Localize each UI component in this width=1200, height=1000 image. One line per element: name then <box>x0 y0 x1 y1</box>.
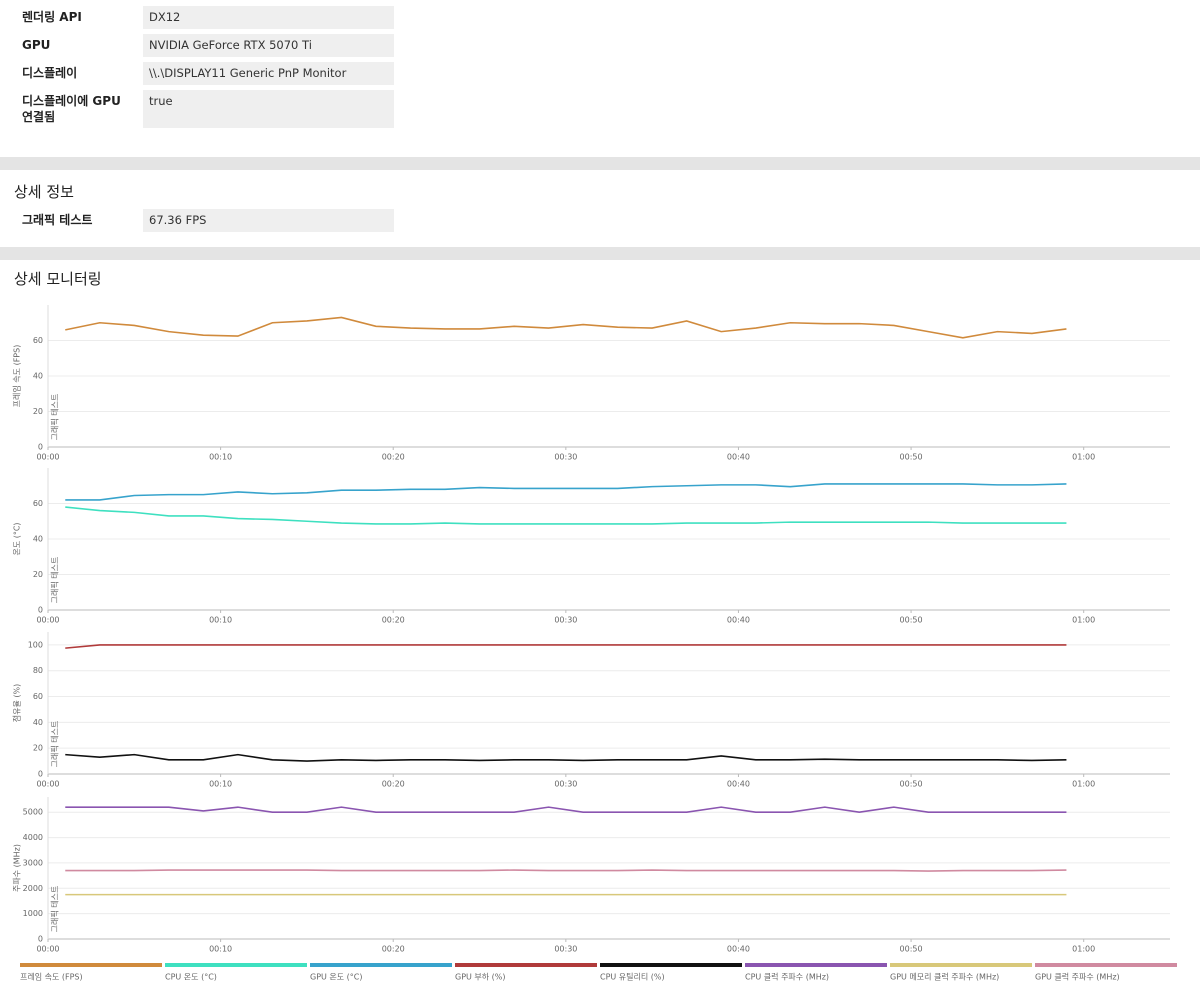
x-tick-label: 00:50 <box>900 780 923 789</box>
legend-label: GPU 부하 (%) <box>455 972 506 982</box>
series-line <box>65 753 1067 762</box>
y-tick-label: 4000 <box>23 833 43 842</box>
detail-label: 그래픽 테스트 <box>22 213 93 227</box>
x-tick-label: 00:20 <box>382 616 405 625</box>
legend-label: CPU 유틸리티 (%) <box>600 972 665 982</box>
x-tick-label: 00:00 <box>36 945 59 954</box>
y-axis-label: 주파수 (MHz) <box>13 844 22 892</box>
x-tick-label: 00:50 <box>900 945 923 954</box>
monitoring-charts: 0 20 40 60 00:00 00:10 00:20 00:30 00:40 00:50 01:… <box>12 305 1177 982</box>
series-line <box>65 483 1067 501</box>
section-title: 상세 정보 <box>14 183 74 201</box>
legend-label: CPU 클럭 주파수 (MHz) <box>745 972 829 982</box>
x-tick-label: 01:00 <box>1072 453 1095 462</box>
info-value: \\.\DISPLAY11 Generic PnP Monitor <box>143 62 394 85</box>
y-tick-label: 60 <box>33 336 43 345</box>
y-tick-label: 20 <box>33 744 43 753</box>
y-tick-label: 20 <box>33 570 43 579</box>
x-tick-label: 00:50 <box>900 616 923 625</box>
section-title: 상세 모니터링 <box>14 270 102 288</box>
annotation: 그래픽 테스트 <box>50 557 60 604</box>
y-tick-label: 0 <box>38 606 43 615</box>
info-label: GPU <box>22 38 51 52</box>
x-tick-label: 00:40 <box>727 453 750 462</box>
annotation: 그래픽 테스트 <box>50 394 60 441</box>
legend-swatch <box>745 963 887 967</box>
x-tick-label: 00:40 <box>727 616 750 625</box>
x-tick-label: 00:30 <box>554 616 577 625</box>
info-label: 디스플레이 <box>22 66 78 80</box>
y-tick-label: 1000 <box>23 909 43 918</box>
x-tick-label: 01:00 <box>1072 780 1095 789</box>
y-tick-label: 100 <box>28 640 43 649</box>
x-tick-label: 00:00 <box>36 780 59 789</box>
legend-swatch <box>455 963 597 967</box>
info-value: true <box>143 90 394 128</box>
info-value: NVIDIA GeForce RTX 5070 Ti <box>143 34 394 57</box>
y-tick-label: 40 <box>33 535 43 544</box>
x-tick-label: 00:40 <box>727 780 750 789</box>
y-tick-label: 60 <box>33 499 43 508</box>
x-tick-label: 00:30 <box>554 453 577 462</box>
x-tick-label: 00:10 <box>209 453 232 462</box>
series-line <box>65 316 1067 339</box>
legend-label: GPU 메모리 클럭 주파수 (MHz) <box>890 972 999 982</box>
detail-card: 상세 정보 그래픽 테스트 67.36 FPS <box>0 170 1200 247</box>
legend-label: GPU 클럭 주파수 (MHz) <box>1035 972 1120 982</box>
legend-label: GPU 온도 (°C) <box>310 973 363 982</box>
x-tick-label: 00:10 <box>209 616 232 625</box>
info-card: 렌더링 API DX12 GPU NVIDIA GeForce RTX 5070… <box>0 0 1200 157</box>
annotation: 그래픽 테스트 <box>50 721 60 768</box>
legend-swatch <box>600 963 742 967</box>
x-tick-label: 01:00 <box>1072 945 1095 954</box>
y-tick-label: 60 <box>33 692 43 701</box>
series-line <box>65 644 1067 649</box>
annotation: 그래픽 테스트 <box>50 886 60 933</box>
legend-swatch <box>890 963 1032 967</box>
y-tick-label: 40 <box>33 718 43 727</box>
x-tick-label: 00:30 <box>554 945 577 954</box>
x-tick-label: 00:20 <box>382 780 405 789</box>
y-tick-label: 80 <box>33 666 43 675</box>
y-tick-label: 3000 <box>23 858 43 867</box>
y-axis-label: 프레임 속도 (FPS) <box>13 345 22 408</box>
series-line <box>65 506 1067 525</box>
legend-swatch <box>20 963 162 967</box>
info-value: DX12 <box>143 6 394 29</box>
x-tick-label: 00:30 <box>554 780 577 789</box>
series-line <box>65 869 1067 872</box>
monitoring-card: 상세 모니터링 0 20 40 60 00:00 00:10 00:20 00:30 00:40… <box>0 260 1200 1000</box>
x-tick-label: 00:10 <box>209 945 232 954</box>
y-axis-label: 점유율 (%) <box>12 684 22 722</box>
y-tick-label: 5000 <box>23 808 43 817</box>
y-tick-label: 0 <box>38 443 43 452</box>
y-axis-label: 온도 (°C) <box>13 522 22 555</box>
x-tick-label: 00:00 <box>36 453 59 462</box>
y-tick-label: 0 <box>38 935 43 944</box>
legend-swatch <box>1035 963 1177 967</box>
x-tick-label: 00:50 <box>900 453 923 462</box>
x-tick-label: 00:20 <box>382 945 405 954</box>
y-tick-label: 0 <box>38 770 43 779</box>
info-label: 렌더링 API <box>22 10 82 24</box>
y-tick-label: 20 <box>33 407 43 416</box>
legend-swatch <box>165 963 307 967</box>
legend-label: 프레임 속도 (FPS) <box>20 973 83 982</box>
x-tick-label: 00:20 <box>382 453 405 462</box>
y-tick-label: 2000 <box>23 884 43 893</box>
detail-value: 67.36 FPS <box>143 209 394 232</box>
y-tick-label: 40 <box>33 372 43 381</box>
x-tick-label: 00:10 <box>209 780 232 789</box>
legend-label: CPU 온도 (°C) <box>165 973 217 982</box>
x-tick-label: 00:40 <box>727 945 750 954</box>
series-line <box>65 806 1067 814</box>
x-tick-label: 00:00 <box>36 616 59 625</box>
info-label: 디스플레이에 GPU 연결됨 <box>22 94 121 124</box>
legend-swatch <box>310 963 452 967</box>
x-tick-label: 01:00 <box>1072 616 1095 625</box>
